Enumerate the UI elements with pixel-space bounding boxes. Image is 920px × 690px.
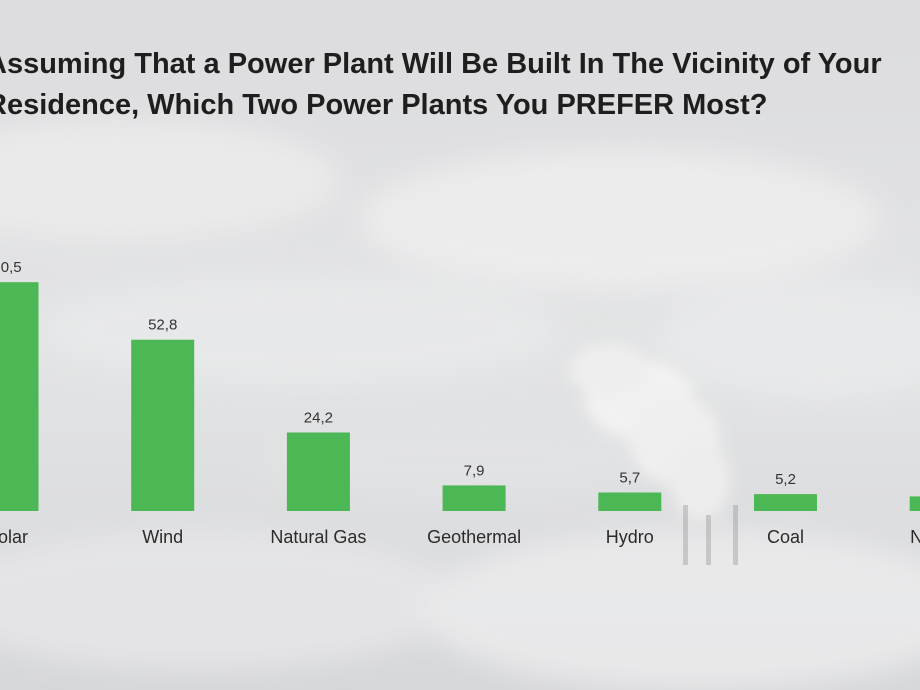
value-label-hydro: 5,7 [619,470,640,487]
bar-nuclear [909,496,920,511]
bar-solar [0,282,39,511]
category-label-coal: Coal [767,527,804,547]
chart-title: Assuming That a Power Plant Will Be Buil… [0,44,920,126]
bar-hydro [598,492,662,511]
category-label-natural-gas: Natural Gas [270,527,366,547]
smoke-plume [570,345,730,520]
category-label-hydro: Hydro [606,527,654,547]
power-plant-chimneys [683,505,738,565]
value-label-natural-gas: 24,2 [304,410,333,427]
bar-natural-gas [286,432,350,511]
value-label-wind: 52,8 [148,317,177,334]
bar-coal [754,494,817,511]
category-label-wind: Wind [142,527,183,547]
value-label-solar: 70,5 [0,259,22,276]
bar-wind [131,339,195,511]
category-label-solar: Solar [0,527,28,547]
category-label-nuclear: Nuclear [910,527,920,547]
category-label-geothermal: Geothermal [427,527,521,547]
value-label-geothermal: 7,9 [464,462,485,479]
chart-title-line-2: Residence, Which Two Power Plants You PR… [0,89,768,121]
chart-title-line-1: Assuming That a Power Plant Will Be Buil… [0,48,882,80]
value-label-coal: 5,2 [775,471,796,488]
bar-geothermal [442,485,506,511]
